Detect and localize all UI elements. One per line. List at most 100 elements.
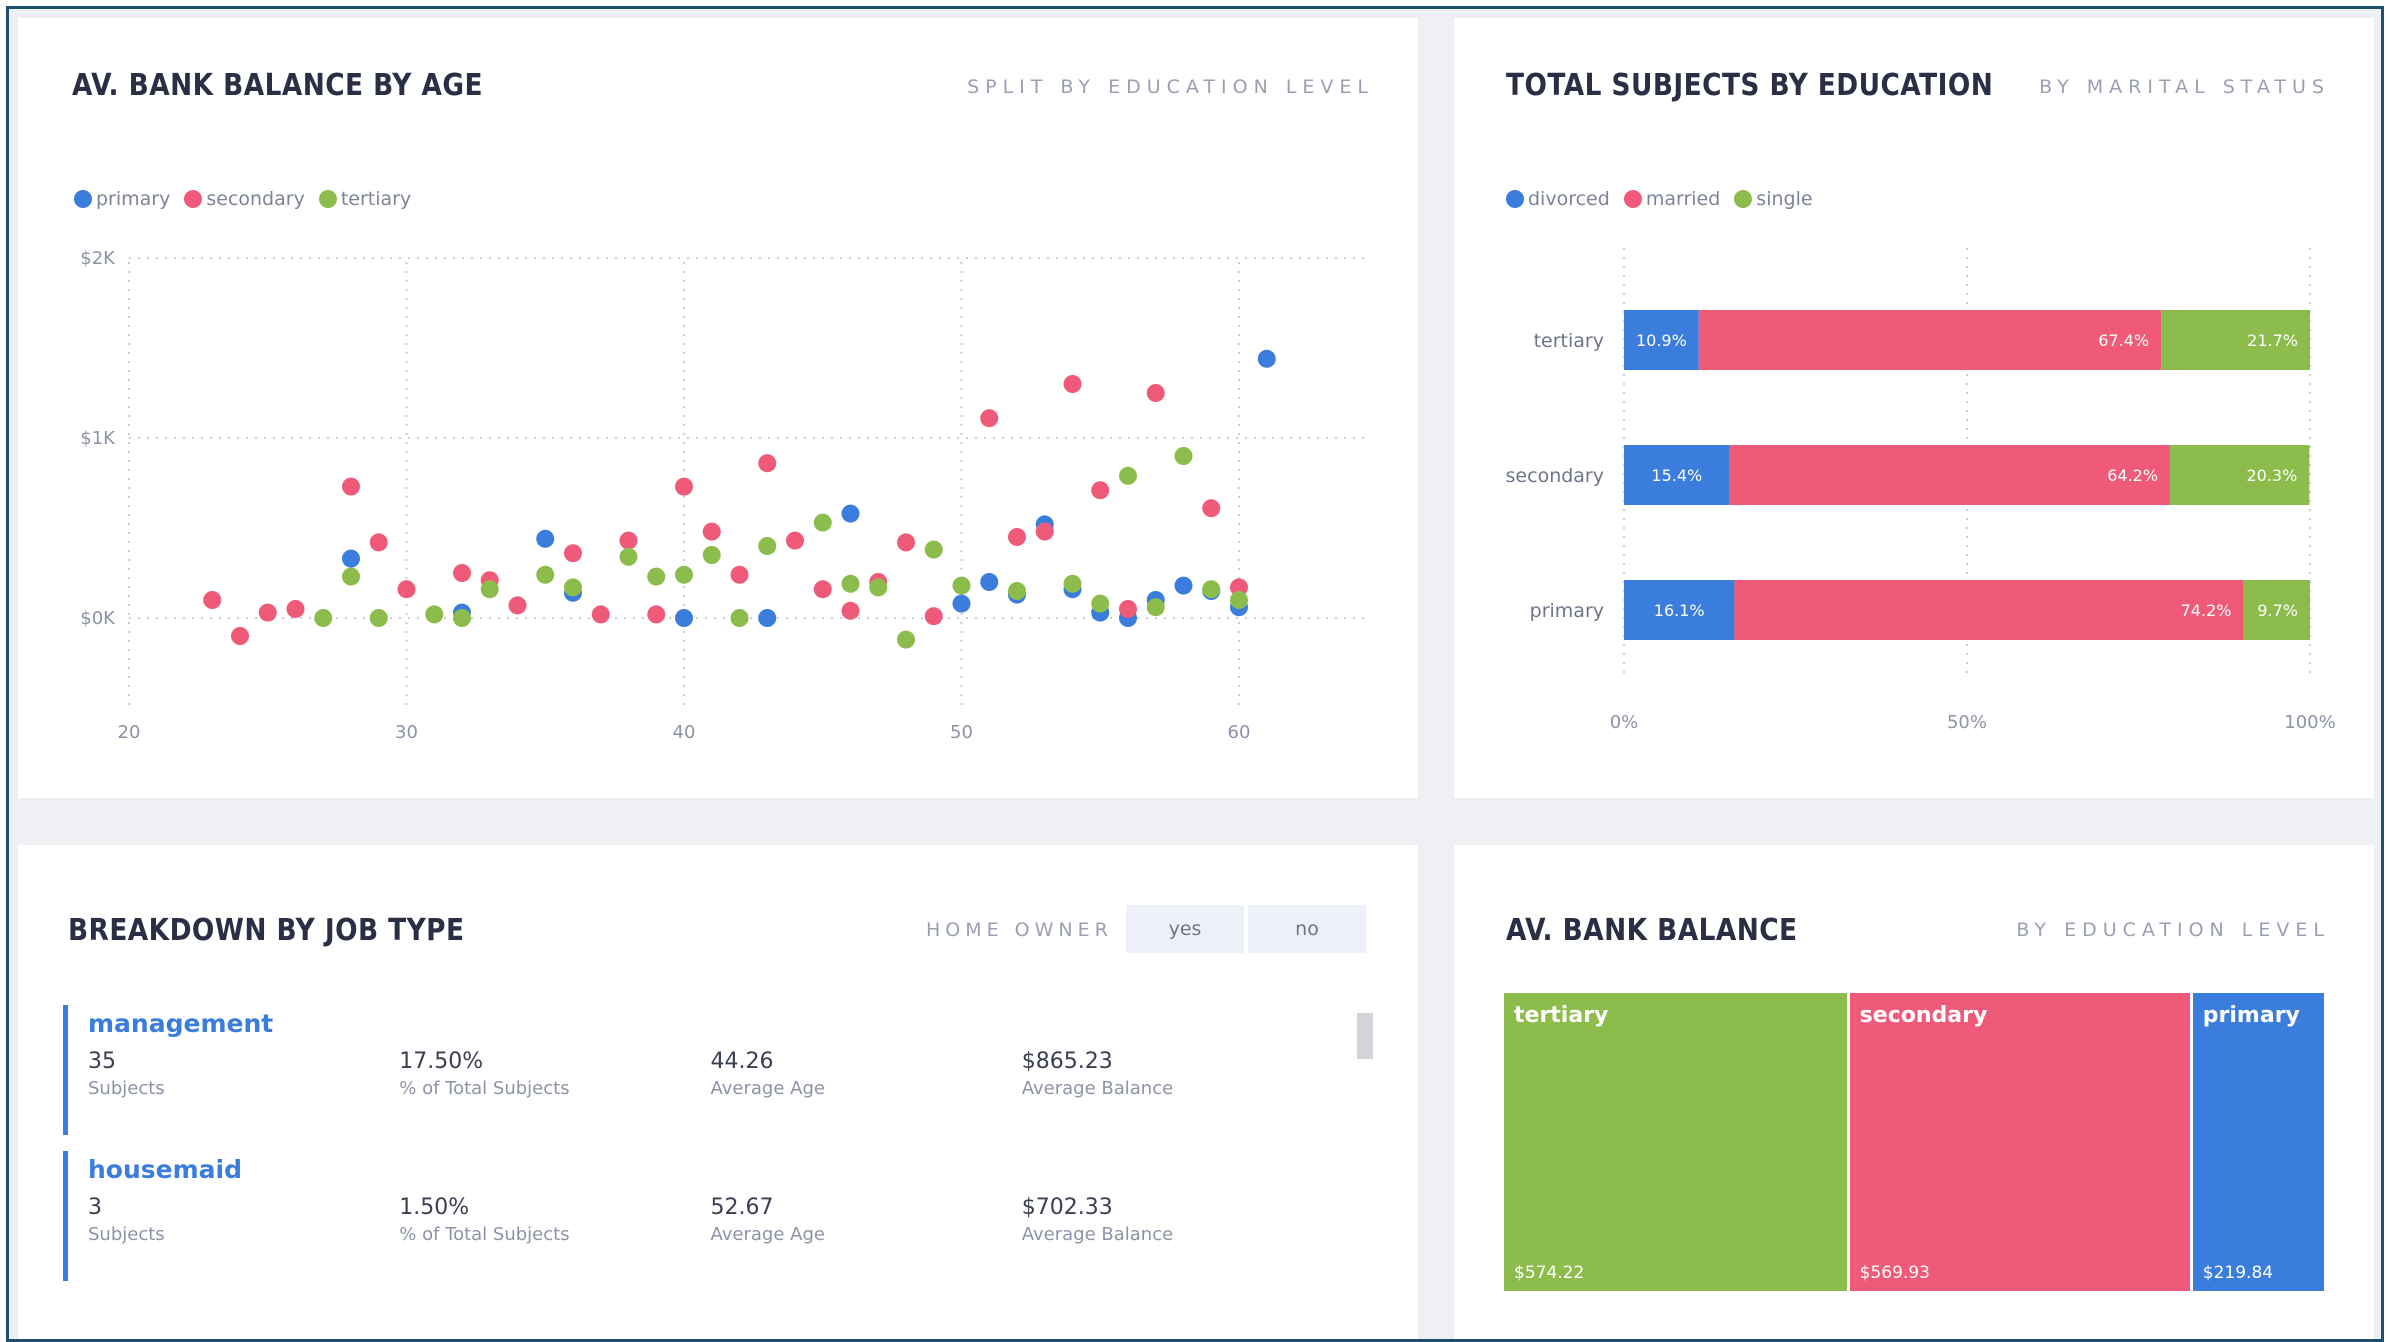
scatter-point-tertiary[interactable] [841,574,860,593]
bar-segment-divorced[interactable] [1624,580,1735,640]
scatter-point-secondary[interactable] [453,564,471,582]
scatter-point-secondary[interactable] [286,600,305,618]
scatter-point-primary[interactable] [841,504,860,523]
scatter-point-tertiary[interactable] [342,567,360,586]
scatter-point-tertiary[interactable] [1174,447,1193,465]
scatter-point-secondary[interactable] [619,531,638,550]
bar-segment-single[interactable] [2170,445,2310,505]
scatter-point-secondary[interactable] [1119,600,1137,618]
scatter-point-secondary[interactable] [647,605,666,624]
scatter-point-secondary[interactable] [786,531,804,550]
scatter-point-secondary[interactable] [342,477,360,496]
job-balance-value: $865.23 [1021,1049,1113,1074]
scatter-point-tertiary[interactable] [702,546,721,564]
home-owner-no-button[interactable]: no [1248,905,1366,953]
scatter-point-tertiary[interactable] [730,609,749,627]
treemap-cell-value: $574.22 [1514,1263,1585,1283]
job-item-management[interactable]: management 35 Subjects 17.50% % of Total S… [63,1005,1333,1135]
scatter-point-tertiary[interactable] [453,609,471,627]
legend-item-divorced[interactable]: divorced [1506,188,1610,210]
legend-item-primary[interactable]: primary [74,188,170,210]
bar-segment-married[interactable] [1698,310,2162,370]
scatter-point-primary[interactable] [675,609,693,627]
y-tick-label: $0K [80,608,116,629]
scatter-point-tertiary[interactable] [369,609,388,627]
scatter-point-secondary[interactable] [980,409,999,428]
scatter-point-secondary[interactable] [591,605,610,624]
scatter-point-primary[interactable] [952,594,971,613]
scatter-point-secondary[interactable] [258,603,277,622]
scatter-point-tertiary[interactable] [1063,574,1082,593]
scatter-point-tertiary[interactable] [1230,591,1248,609]
scatter-point-tertiary[interactable] [314,609,333,627]
home-owner-yes-button[interactable]: yes [1126,905,1244,953]
treemap-cell-primary[interactable]: primary $219.84 [2192,993,2324,1291]
bar-segment-divorced[interactable] [1624,310,1699,370]
scatter-point-tertiary[interactable] [619,547,638,566]
scatter-point-tertiary[interactable] [675,565,693,584]
scatter-point-tertiary[interactable] [869,578,888,597]
scatter-point-secondary[interactable] [1091,481,1110,500]
scatter-point-primary[interactable] [758,609,777,627]
job-list-scrollbar[interactable] [1357,1013,1373,1059]
scatter-point-tertiary[interactable] [813,513,832,532]
scatter-point-secondary[interactable] [508,596,527,615]
scatter-point-secondary[interactable] [924,607,943,626]
scatter-point-secondary[interactable] [1063,375,1082,393]
scatter-point-secondary[interactable] [1035,522,1054,541]
bar-segment-married[interactable] [1734,580,2244,640]
scatter-point-tertiary[interactable] [952,576,971,595]
scatter-point-secondary[interactable] [702,522,721,541]
y-tick-label: $2K [80,248,116,269]
scatter-point-secondary[interactable] [675,477,693,496]
scatter-point-primary[interactable] [1257,349,1276,368]
category-label: tertiary [1534,330,1604,352]
stacked-legend: divorced married single [1506,188,1827,210]
bar-segment-single[interactable] [2161,310,2310,370]
scatter-point-tertiary[interactable] [1091,594,1110,613]
scatter-point-secondary[interactable] [841,601,860,620]
scatter-point-tertiary[interactable] [1202,580,1221,599]
legend-item-single[interactable]: single [1734,188,1813,210]
job-name[interactable]: management [88,1009,274,1038]
scatter-point-tertiary[interactable] [425,605,444,624]
treemap-cell-secondary[interactable]: secondary $569.93 [1849,993,2190,1291]
scatter-point-secondary[interactable] [369,533,388,552]
scatter-point-tertiary[interactable] [1146,598,1165,617]
scatter-point-tertiary[interactable] [1008,582,1026,600]
scatter-point-secondary[interactable] [897,533,915,552]
scatter-point-secondary[interactable] [203,591,222,609]
legend-item-tertiary[interactable]: tertiary [318,188,411,210]
scatter-point-tertiary[interactable] [897,630,915,649]
scatter-point-secondary[interactable] [1230,578,1248,597]
scatter-point-primary[interactable] [980,573,999,591]
scatter-point-tertiary[interactable] [1119,466,1137,485]
scatter-point-secondary[interactable] [231,627,249,645]
scatter-point-tertiary[interactable] [924,540,943,559]
scatter-point-secondary[interactable] [1146,384,1165,402]
treemap-cell-tertiary[interactable]: tertiary $574.22 [1504,993,1847,1291]
scatter-point-tertiary[interactable] [647,567,666,586]
scatter-point-secondary[interactable] [730,565,749,584]
scatter-point-primary[interactable] [342,549,360,568]
scatter-point-tertiary[interactable] [758,537,777,555]
scatter-point-tertiary[interactable] [480,580,499,599]
scatter-point-secondary[interactable] [758,454,777,473]
scatter-point-secondary[interactable] [397,580,416,599]
scatter-point-secondary[interactable] [813,580,832,599]
job-item-housemaid[interactable]: housemaid 3 Subjects 1.50% % of Total Subj… [63,1151,1333,1281]
bar-segment-divorced[interactable] [1624,445,1730,505]
scatter-point-secondary[interactable] [1202,499,1221,518]
bar-segment-single[interactable] [2243,580,2310,640]
legend-dot-divorced [1506,190,1524,208]
scatter-point-primary[interactable] [1174,576,1193,595]
bar-segment-married[interactable] [1729,445,2171,505]
legend-item-secondary[interactable]: secondary [184,188,305,210]
legend-item-married[interactable]: married [1623,188,1720,210]
scatter-point-secondary[interactable] [1008,528,1026,546]
scatter-point-secondary[interactable] [564,544,582,563]
scatter-point-primary[interactable] [536,529,555,548]
scatter-point-tertiary[interactable] [536,565,555,584]
scatter-point-tertiary[interactable] [564,578,582,597]
job-name[interactable]: housemaid [88,1155,242,1184]
